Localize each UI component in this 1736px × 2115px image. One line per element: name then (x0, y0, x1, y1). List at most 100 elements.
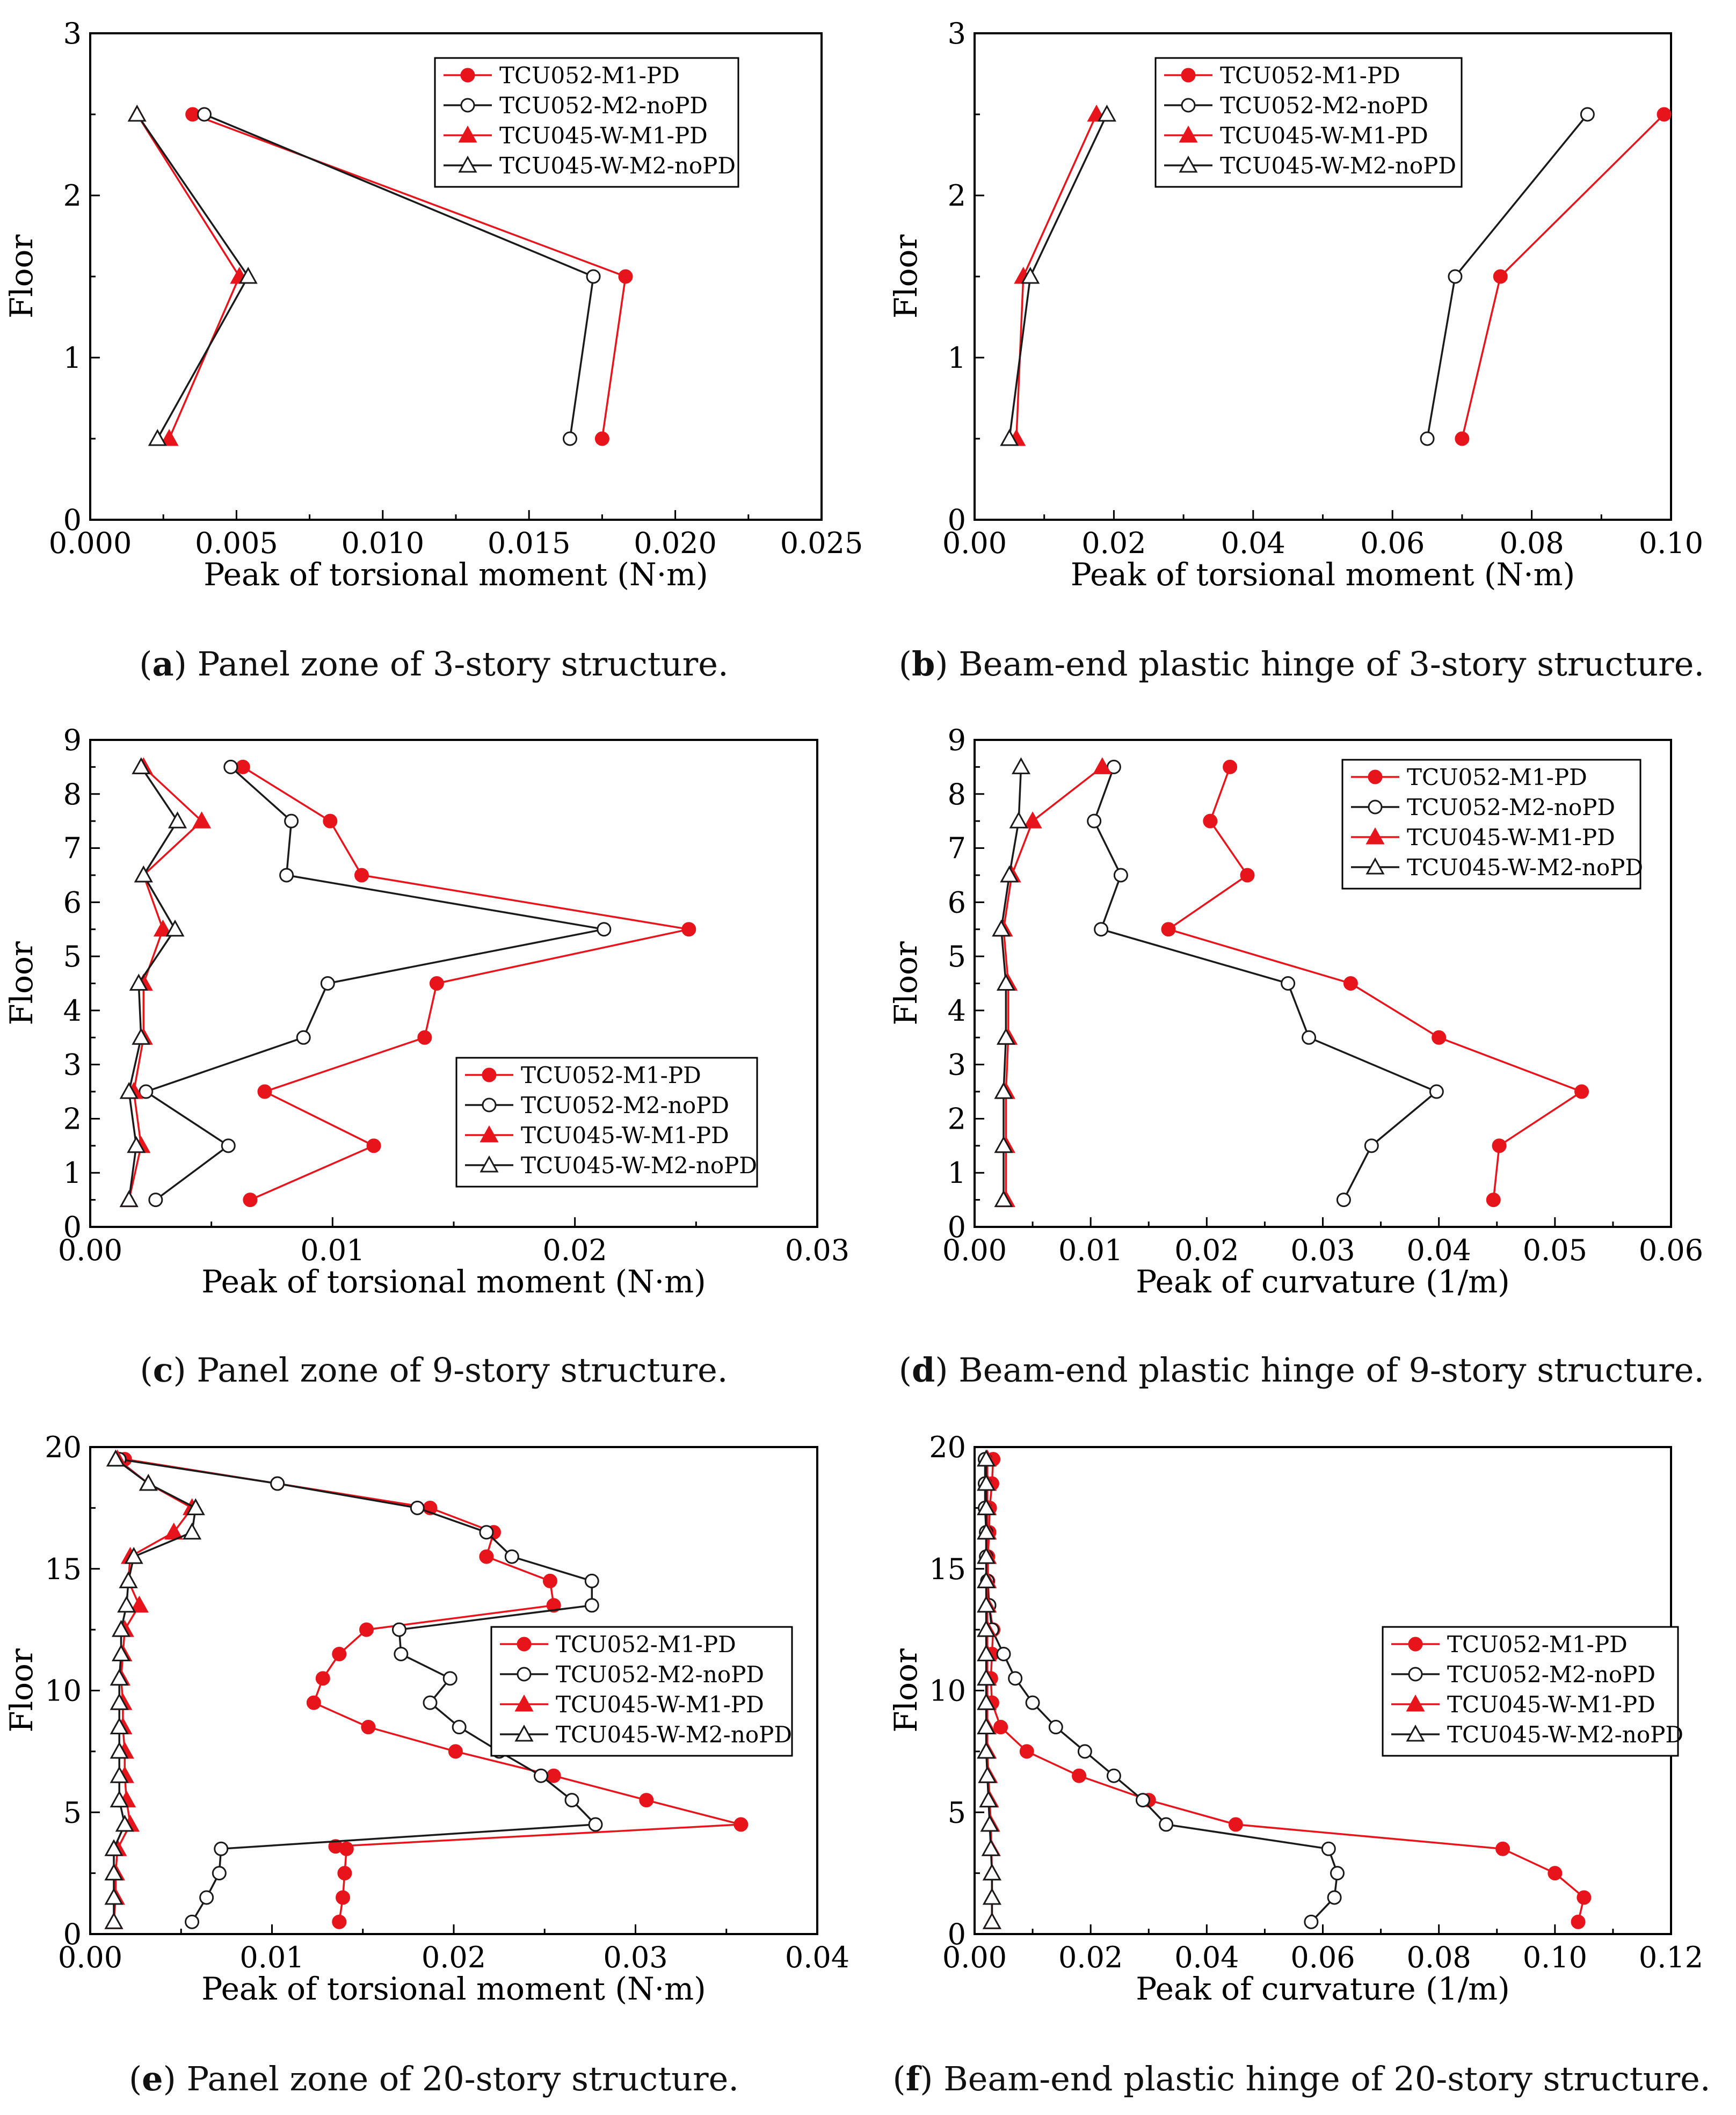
series-line (984, 1459, 1339, 1923)
x-tick-label: 0.05 (1523, 1233, 1587, 1267)
series-TCU045-W-M2-noPD (127, 104, 258, 446)
data-point (1493, 269, 1508, 284)
x-axis-label: Peak of torsional moment (N·m) (201, 1971, 706, 2007)
data-point (618, 269, 633, 284)
data-point (977, 1668, 996, 1686)
data-point (639, 1793, 654, 1808)
chart-f: 0.00 0.02 0.04 0.06 0.08 0.10 0.12 0 5 10 15 20 Peak… (888, 1430, 1703, 2007)
data-point (257, 1084, 272, 1099)
data-point (111, 1644, 131, 1661)
legend-label: TCU045-W-M1-PD (1447, 1691, 1655, 1718)
data-point (110, 1668, 129, 1686)
x-axis-label: Peak of torsional moment (N·m) (1071, 556, 1575, 593)
data-point (111, 1620, 131, 1637)
legend-marker (1406, 1694, 1425, 1712)
series-TCU052-M1-PD (235, 759, 696, 1208)
data-point (994, 1136, 1013, 1153)
y-tick-label: 0 (63, 1917, 82, 1951)
x-tick-label: 0.03 (603, 1940, 667, 1974)
data-point (977, 1547, 996, 1564)
series-TCU052-M2-noPD (977, 1452, 1345, 1929)
data-point (1113, 868, 1128, 883)
y-tick-label: 9 (63, 723, 82, 757)
data-point (197, 107, 212, 122)
data-point (452, 1720, 467, 1735)
data-point (977, 1595, 996, 1613)
data-point (1420, 431, 1435, 446)
caption-c: (c) Panel zone of 9-story structure. (140, 1350, 728, 1390)
x-tick-label: 0.01 (239, 1940, 304, 1974)
data-point (588, 1817, 603, 1832)
data-point (110, 1693, 129, 1710)
legend-label: TCU052-M2-noPD (521, 1092, 729, 1118)
y-tick-label: 5 (948, 940, 966, 973)
data-point (562, 431, 577, 446)
legend-label: TCU052-M2-noPD (1447, 1661, 1655, 1688)
chart-b: 0.00 0.02 0.04 0.06 0.08 0.10 0 1 2 3 Peak of tors… (888, 17, 1703, 593)
data-point (533, 1768, 548, 1783)
x-tick-label: 0.01 (1058, 1233, 1123, 1267)
x-tick-label: 0.00 (58, 1940, 122, 1974)
data-point (124, 1547, 143, 1564)
data-point (564, 1793, 579, 1808)
legend-marker (514, 1724, 534, 1742)
y-tick-label: 1 (948, 1156, 966, 1190)
data-point (1048, 1720, 1063, 1735)
data-point (366, 1138, 381, 1153)
data-point (423, 1695, 438, 1710)
legend-label: TCU045-W-M1-PD (1220, 122, 1428, 149)
data-point (1159, 1817, 1174, 1832)
series-TCU045-W-M2-noPD (992, 757, 1031, 1208)
caption-f: (f) Beam-end plastic hinge of 20-story s… (892, 2059, 1711, 2098)
x-tick-label: 0.025 (780, 526, 863, 560)
data-point (977, 1741, 996, 1759)
data-point (1448, 269, 1463, 284)
y-axis-label: Floor (888, 941, 924, 1026)
legend-label: TCU045-W-M2-noPD (556, 1721, 792, 1748)
legend: TCU052-M1-PD TCU052-M2-noPD TCU045-W-M1-PD… (1154, 57, 1463, 188)
x-tick-label: 0.02 (1081, 526, 1146, 560)
chart-a: 0.000 0.005 0.010 0.015 0.020 0.025 0 1 2 3 Peak o… (3, 17, 863, 593)
data-point (977, 1498, 996, 1515)
data-point (119, 1190, 139, 1208)
data-point (992, 919, 1011, 937)
legend-marker (480, 1125, 499, 1143)
data-point (1135, 1793, 1150, 1808)
chart-e: 0.00 0.01 0.02 0.03 0.04 0 5 10 15 20 Peak of tors… (3, 1430, 849, 2007)
legend-item: TCU052-M1-PD (444, 62, 680, 89)
legend-item: TCU045-W-M2-noPD (465, 1152, 757, 1179)
data-point (1000, 865, 1019, 883)
y-tick-label: 0 (63, 503, 82, 537)
series-TCU052-M1-PD (1455, 107, 1672, 446)
x-tick-label: 0.08 (1407, 1940, 1471, 1974)
x-tick-label: 0.04 (1407, 1233, 1471, 1267)
y-tick-label: 0 (948, 503, 966, 537)
data-point (337, 1866, 352, 1881)
x-tick-label: 0.08 (1499, 526, 1564, 560)
y-tick-label: 4 (63, 994, 82, 1028)
legend-item: TCU052-M2-noPD (444, 92, 708, 119)
x-tick-label: 0.06 (1360, 526, 1425, 560)
data-point (110, 1717, 129, 1734)
data-point (1492, 1138, 1507, 1153)
series-TCU045-W-M2-noPD (104, 1449, 205, 1929)
y-tick-label: 10 (45, 1674, 82, 1708)
series-TCU045-W-M2-noPD (1000, 104, 1116, 446)
y-tick-label: 2 (63, 1102, 82, 1136)
data-point (221, 1138, 236, 1153)
y-tick-label: 3 (63, 1048, 82, 1082)
y-tick-label: 6 (63, 885, 82, 919)
x-tick-label: 0.015 (488, 526, 571, 560)
legend-marker (517, 1667, 532, 1682)
series-TCU045-W-M1-PD (127, 104, 249, 446)
data-point (982, 1912, 1001, 1929)
legend-marker (1179, 155, 1198, 173)
data-point (328, 1839, 343, 1854)
data-point (132, 757, 151, 774)
data-point (354, 868, 369, 883)
legend-item: TCU045-W-M2-noPD (1391, 1721, 1683, 1748)
legend-label: TCU052-M1-PD (1220, 62, 1400, 89)
legend-label: TCU045-W-M2-noPD (1447, 1721, 1683, 1748)
y-tick-label: 20 (45, 1430, 82, 1464)
